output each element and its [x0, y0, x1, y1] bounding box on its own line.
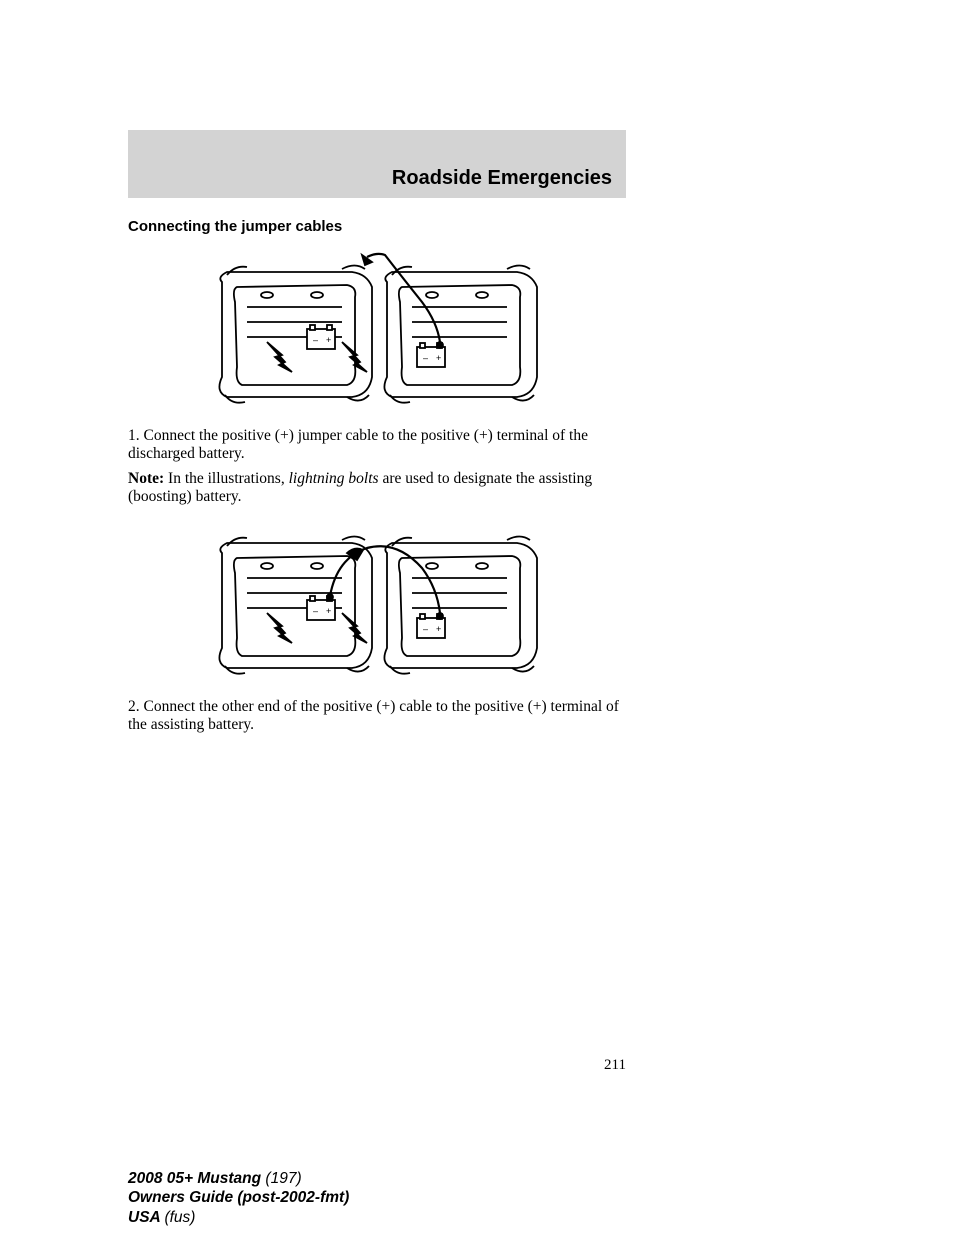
svg-text:+: + — [326, 335, 331, 345]
footer-code: (197) — [265, 1170, 301, 1187]
chapter-header: Roadside Emergencies — [128, 130, 626, 198]
chapter-title: Roadside Emergencies — [392, 167, 612, 190]
svg-text:+: + — [436, 353, 441, 363]
note-label: Note: — [128, 470, 164, 487]
svg-text:–: – — [423, 353, 428, 363]
svg-text:+: + — [326, 606, 331, 616]
section-heading: Connecting the jumper cables — [128, 218, 626, 235]
note-before: In the illustrations, — [164, 470, 288, 487]
note-text: Note: In the illustrations, lightning bo… — [128, 470, 626, 507]
note-italic: lightning bolts — [289, 470, 379, 487]
footer-line-3: USA (fus) — [128, 1208, 349, 1227]
footer-region-code: (fus) — [164, 1209, 195, 1226]
jumper-diagram-2: – + – + — [207, 518, 547, 688]
svg-text:–: – — [313, 606, 318, 616]
page-number: 211 — [604, 1057, 626, 1074]
jumper-diagram-1: – + – + — [207, 247, 547, 417]
footer-model: 2008 05+ Mustang — [128, 1170, 265, 1187]
svg-text:+: + — [436, 624, 441, 634]
svg-text:–: – — [423, 624, 428, 634]
step-1-text: 1. Connect the positive (+) jumper cable… — [128, 427, 626, 464]
step-2-text: 2. Connect the other end of the positive… — [128, 698, 626, 735]
footer-line-2: Owners Guide (post-2002-fmt) — [128, 1188, 349, 1207]
footer-line-1: 2008 05+ Mustang (197) — [128, 1169, 349, 1188]
svg-text:–: – — [313, 335, 318, 345]
footer-block: 2008 05+ Mustang (197) Owners Guide (pos… — [128, 1169, 349, 1227]
footer-region: USA — [128, 1209, 164, 1226]
